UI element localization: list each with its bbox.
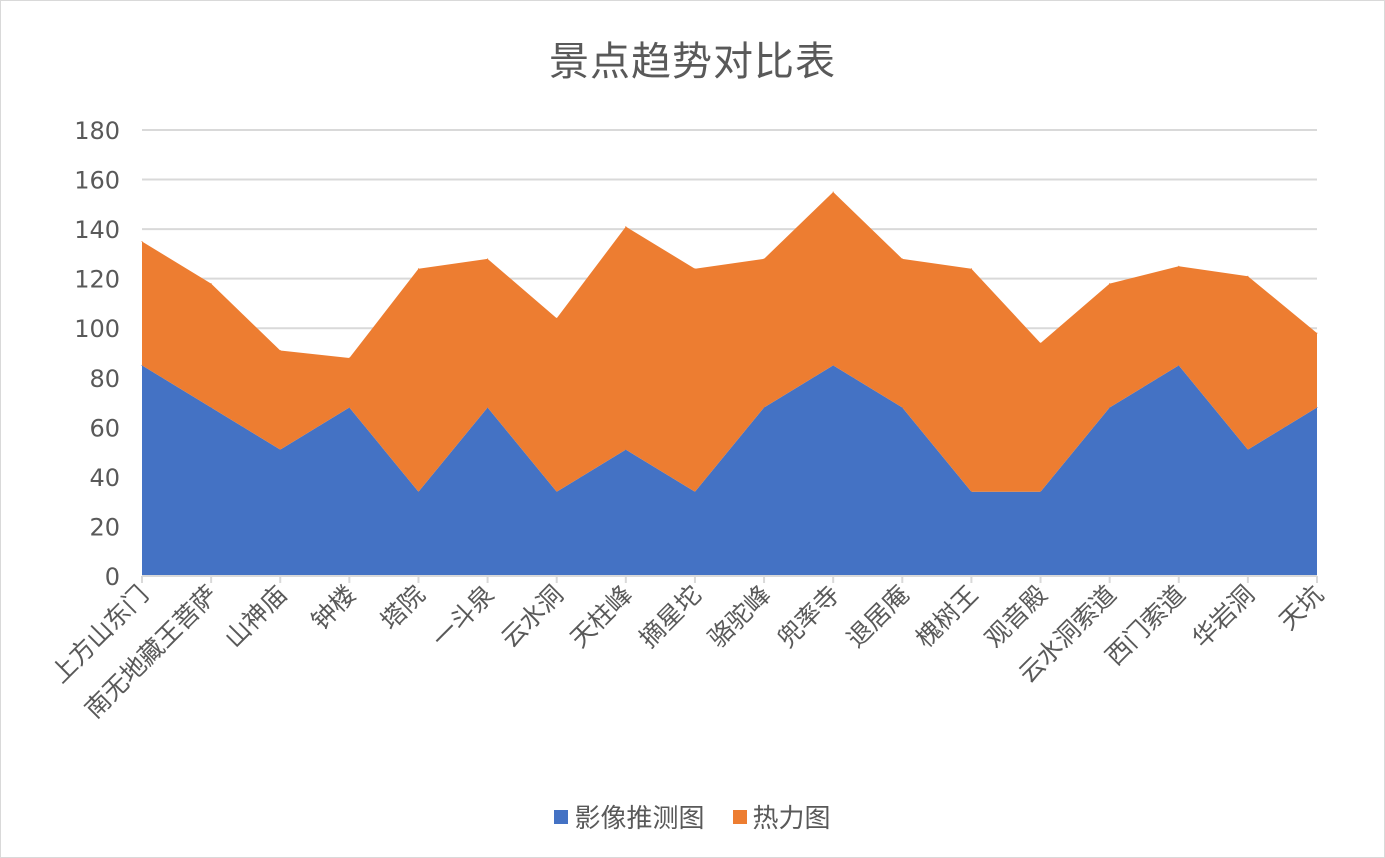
legend-label-series-1: 影像推测图	[574, 804, 705, 834]
series-2-point	[1247, 275, 1249, 277]
y-tick-label: 80	[89, 365, 120, 393]
x-tick-label: 兜率寺	[772, 580, 846, 654]
x-tick-label: 槐树王	[910, 580, 984, 654]
series-2-point	[763, 258, 765, 260]
series-2-point	[1040, 342, 1042, 344]
chart-title: 景点趋势对比表	[549, 39, 836, 85]
series-2-point	[210, 283, 212, 285]
y-tick-label: 160	[74, 167, 120, 195]
x-tick-label: 天柱峰	[565, 580, 639, 654]
y-tick-label: 40	[89, 464, 120, 492]
y-tick-label: 100	[74, 315, 120, 343]
series-2-point	[348, 357, 350, 359]
y-tick-labels: 0 20 40 60 80 100 120 140 160 180	[74, 117, 120, 591]
series-2-point	[1109, 283, 1111, 285]
series-2-point	[556, 317, 558, 319]
x-tick-label: 天坑	[1273, 580, 1329, 636]
x-tick-label: 云水洞	[495, 580, 569, 654]
series-2-point	[1178, 265, 1180, 267]
x-tick-label: 华岩洞	[1187, 580, 1261, 654]
series-2-point	[901, 258, 903, 260]
series-area-1	[142, 365, 1317, 576]
y-tick-label: 180	[74, 117, 120, 145]
y-tick-label: 140	[74, 216, 120, 244]
y-tick-label: 60	[89, 414, 120, 442]
x-tick-label: 骆驼峰	[703, 580, 777, 654]
series-2-point	[832, 191, 834, 193]
series-2-point	[279, 350, 281, 352]
legend-item-series-2: 热力图	[732, 798, 831, 835]
series-2-point	[694, 268, 696, 270]
x-tick-label: 摘星坨	[634, 580, 708, 654]
series-2-point	[1316, 332, 1318, 334]
legend-swatch-series-2	[732, 809, 747, 824]
legend-item-series-1: 影像推测图	[554, 798, 705, 835]
legend: 影像推测图 热力图	[1, 798, 1384, 835]
series-2-point	[487, 258, 489, 260]
legend-label-series-2: 热力图	[752, 804, 831, 834]
x-axis	[141, 575, 1318, 583]
series-2-point	[417, 268, 419, 270]
x-tick-label: 钟楼	[306, 580, 362, 636]
x-tick-label: 山神庙	[219, 580, 293, 654]
series-area-2	[142, 191, 1317, 492]
y-tick-label: 120	[74, 266, 120, 294]
series-2-point	[970, 268, 972, 270]
y-tick-label: 20	[89, 513, 120, 541]
series-areas	[141, 191, 1318, 576]
series-2-point	[625, 226, 627, 228]
x-tick-label: 退居庵	[841, 580, 915, 654]
x-tick-label: 塔院	[375, 580, 431, 636]
legend-swatch-series-1	[554, 809, 569, 824]
y-tick-label: 0	[105, 563, 120, 591]
x-tick-label: 一斗泉	[426, 580, 500, 654]
series-2-point	[141, 241, 143, 242]
